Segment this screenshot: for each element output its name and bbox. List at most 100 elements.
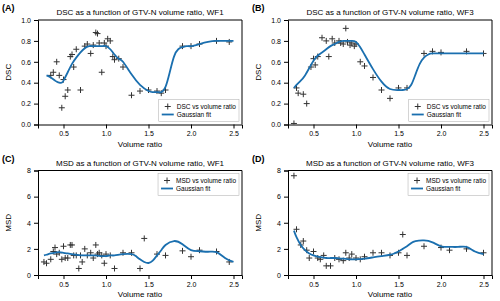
tick: 0.4: [21, 79, 38, 86]
scatter-point: [343, 25, 349, 31]
tick-label: 1.0: [352, 130, 362, 137]
marks: [291, 173, 487, 269]
tick: 0.5: [309, 275, 319, 288]
scatter-point: [59, 256, 65, 262]
tick-label: 0.5: [59, 281, 69, 288]
tick-label: 1.0: [352, 281, 362, 288]
tick-label: 0.8: [21, 38, 31, 45]
scatter-point: [44, 260, 50, 266]
tick-label: 0.2: [21, 100, 31, 107]
legend-label: DSC vs volume ratio: [427, 103, 487, 110]
panel: 0.51.01.52.02.50.00.20.40.60.81.0Volume …: [2, 3, 243, 149]
tick: 2.5: [229, 275, 239, 288]
scatter-point: [343, 250, 349, 256]
tick: 0: [27, 272, 38, 279]
title: DSC as a function of GTV-N volume ratio,…: [56, 8, 224, 17]
tick-mark: [191, 125, 192, 129]
scatter-point: [88, 50, 94, 56]
tick-mark: [34, 104, 38, 105]
legend-swatch: [165, 104, 171, 110]
scatter-point: [129, 92, 135, 98]
tick-label: 1.5: [394, 281, 404, 288]
scatter-point: [61, 243, 67, 249]
legend-label: Gaussian fit: [176, 185, 211, 192]
fit-line: [294, 231, 484, 260]
tick: 0.5: [59, 275, 69, 288]
legend-swatch: [415, 104, 421, 110]
tick: 8: [27, 167, 38, 174]
tick-label: 1.0: [271, 17, 281, 24]
tick-mark: [64, 125, 65, 129]
axis-line: [39, 125, 243, 129]
tick-mark: [34, 20, 38, 21]
tick-mark: [284, 275, 288, 276]
x-axis-title: Volume ratio: [368, 290, 413, 299]
panel: 0.51.01.52.02.502468Volume ratioMSDMSD v…: [252, 154, 493, 300]
tick-mark: [34, 197, 38, 198]
tick: 2.0: [437, 275, 447, 288]
tick: 0.5: [59, 125, 69, 138]
y-axis: 02468: [27, 167, 38, 278]
scatter-point: [370, 74, 376, 80]
tick: 0.0: [271, 121, 288, 128]
tick-label: 2.5: [229, 281, 239, 288]
tick-label: 0.5: [59, 130, 69, 137]
tick: 8: [277, 167, 288, 174]
fit-line: [44, 241, 234, 263]
scatter-point: [48, 256, 54, 262]
scatter-point: [141, 235, 147, 241]
scatter-point: [79, 259, 85, 265]
tick-label: 4: [27, 219, 31, 226]
plot-area: 0.51.01.52.02.50.00.20.40.60.81.0Volume …: [254, 17, 493, 149]
y-axis: 0.00.20.40.60.81.0: [21, 17, 38, 128]
fit-line: [294, 41, 484, 90]
tick: 1.5: [144, 125, 154, 138]
scatter-point: [137, 88, 143, 94]
tick-mark: [284, 62, 288, 63]
y-axis: 02468: [277, 167, 288, 278]
legend-frame: [408, 174, 489, 196]
tick-label: 6: [27, 193, 31, 200]
scatter-point: [99, 69, 105, 75]
title: DSC as a function of GTV-N volume ratio,…: [306, 8, 474, 17]
tick: 0.0: [21, 121, 38, 128]
tick-mark: [106, 275, 107, 279]
scatter-point: [291, 120, 297, 124]
fit-line: [47, 41, 234, 93]
scatter-point: [96, 40, 102, 46]
tick-mark: [441, 275, 442, 279]
legend-frame: [158, 174, 239, 196]
tick-mark: [399, 125, 400, 129]
legend: MSD vs volume ratioGaussian fit: [158, 174, 239, 196]
scatter-point: [291, 173, 297, 179]
scatter-point: [362, 63, 368, 69]
tick-mark: [284, 20, 288, 21]
tick-label: 0: [277, 272, 281, 279]
tick-mark: [284, 249, 288, 250]
legend-swatch: [162, 114, 174, 116]
tick: 6: [27, 193, 38, 200]
tick-mark: [34, 171, 38, 172]
scatter-point: [188, 254, 194, 260]
tick: 1.0: [102, 125, 112, 138]
y-axis: 0.00.20.40.60.81.0: [271, 17, 288, 128]
panel-label: (B): [252, 3, 265, 13]
frame: [288, 170, 492, 171]
scatter-point: [65, 255, 71, 261]
frame: [38, 20, 242, 21]
scatter-point: [319, 35, 325, 41]
tick-mark: [284, 223, 288, 224]
scatter-point: [65, 87, 71, 93]
panel: 0.51.01.52.02.502468Volume ratioMSDMSD v…: [2, 154, 243, 300]
tick-mark: [356, 275, 357, 279]
scatter-point: [379, 87, 385, 93]
y-axis-title: MSD: [254, 214, 263, 232]
tick-label: 2.0: [437, 130, 447, 137]
tick-mark: [284, 197, 288, 198]
scatter-point: [326, 54, 332, 60]
tick-mark: [64, 275, 65, 279]
scatter-point: [306, 255, 312, 261]
tick-mark: [356, 125, 357, 129]
scatter-point: [101, 260, 107, 266]
tick-label: 0: [27, 272, 31, 279]
